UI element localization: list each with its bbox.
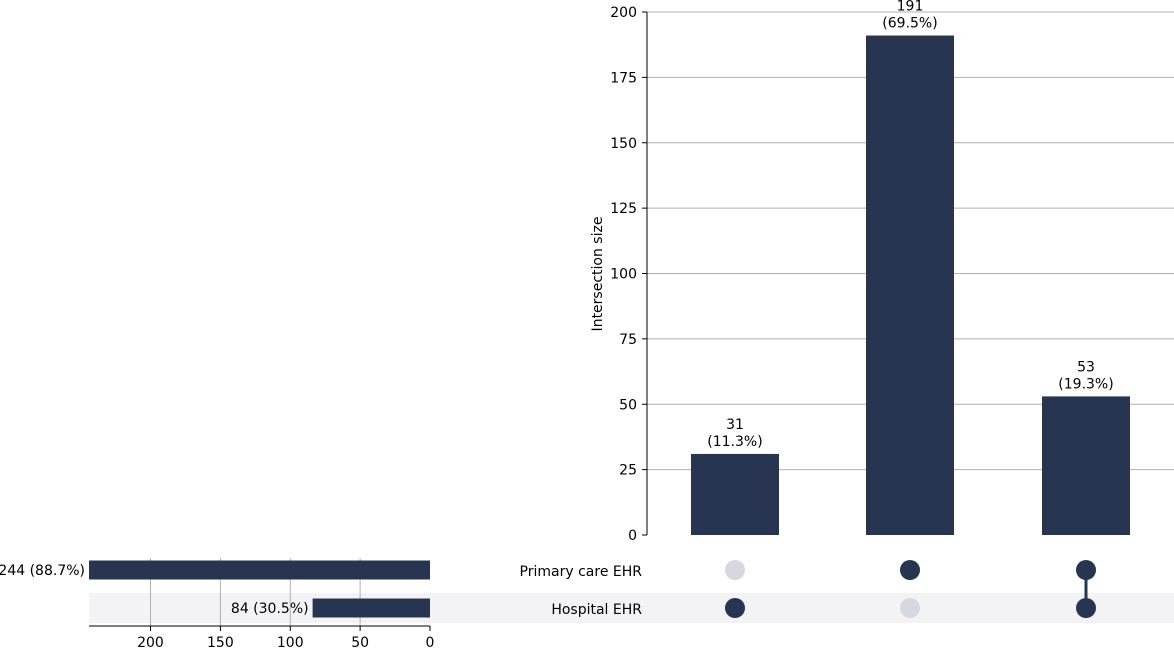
intersection-y-axis: 0 25 50 75 100 125 150 175 200: [610, 5, 648, 544]
matrix-row-stripes: [89, 593, 1174, 623]
set-size-label: 244 (88.7%): [0, 563, 85, 579]
set-name-label: Primary care EHR: [520, 564, 643, 580]
intersection-count-label: 31: [726, 417, 744, 433]
y-tick-label: 0: [628, 528, 637, 544]
membership-dot-active: [725, 598, 745, 618]
y-tick-label: 175: [610, 70, 637, 86]
y-tick-label: 100: [610, 267, 637, 283]
set-size-bar: [312, 598, 430, 618]
intersection-count-label: 191: [897, 0, 924, 15]
intersection-data-labels: 31(11.3%) 191(69.5%) 53(19.3%): [707, 0, 1113, 450]
y-tick-label: 50: [619, 397, 637, 413]
intersection-y-axis-label: Intersection size: [590, 217, 606, 332]
membership-dot-inactive: [725, 560, 745, 580]
membership-matrix: [725, 560, 1096, 618]
set-name-label: Hospital EHR: [551, 602, 642, 618]
set-size-label: 84 (30.5%): [231, 601, 309, 617]
membership-dot-active: [1076, 598, 1096, 618]
y-tick-label: 25: [619, 463, 637, 479]
x-tick-label: 50: [351, 635, 369, 650]
x-tick-label: 0: [426, 635, 435, 650]
intersection-percent-label: (69.5%): [882, 16, 937, 32]
y-tick-label: 150: [610, 136, 637, 152]
matrix-row-stripe: [89, 593, 1174, 623]
x-tick-label: 150: [207, 635, 234, 650]
intersection-bar: [691, 453, 779, 535]
y-tick-label: 125: [610, 201, 637, 217]
intersection-bar: [1042, 396, 1130, 535]
intersection-bar: [866, 35, 954, 535]
set-size-x-axis: 200 150 100 50 0: [89, 625, 435, 650]
intersection-bars: [691, 35, 1130, 535]
set-size-bars: 244 (88.7%) 84 (30.5%): [0, 560, 430, 618]
membership-dot-inactive: [900, 598, 920, 618]
x-tick-label: 100: [277, 635, 304, 650]
membership-dot-active: [900, 560, 920, 580]
set-size-bar: [89, 560, 430, 580]
y-tick-label: 75: [619, 332, 637, 348]
membership-dot-active: [1076, 560, 1096, 580]
intersection-count-label: 53: [1077, 359, 1095, 375]
y-tick-label: 200: [610, 5, 637, 21]
x-tick-label: 200: [137, 635, 164, 650]
intersection-percent-label: (11.3%): [707, 434, 762, 450]
intersection-percent-label: (19.3%): [1058, 376, 1113, 392]
set-names: Primary care EHR Hospital EHR: [520, 564, 643, 618]
